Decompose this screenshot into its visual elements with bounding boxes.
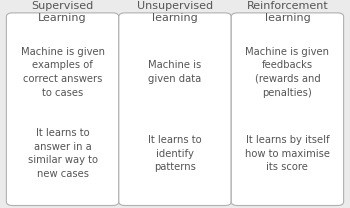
- FancyBboxPatch shape: [231, 13, 344, 206]
- Text: It learns to
identify
patterns: It learns to identify patterns: [148, 135, 202, 172]
- Text: Supervised
Learning: Supervised Learning: [32, 1, 94, 24]
- Text: Machine is
given data: Machine is given data: [148, 60, 202, 84]
- FancyBboxPatch shape: [119, 13, 231, 206]
- FancyBboxPatch shape: [6, 13, 119, 206]
- Text: It learns by itself
how to maximise
its score: It learns by itself how to maximise its …: [245, 135, 330, 172]
- Text: Machine is given
examples of
correct answers
to cases: Machine is given examples of correct ans…: [21, 47, 105, 98]
- Text: It learns to
answer in a
similar way to
new cases: It learns to answer in a similar way to …: [28, 128, 98, 179]
- Text: Machine is given
feedbacks
(rewards and
penalties): Machine is given feedbacks (rewards and …: [245, 47, 329, 98]
- Text: Reinforcement
learning: Reinforcement learning: [246, 1, 328, 24]
- Text: Unsupervised
learning: Unsupervised learning: [137, 1, 213, 24]
